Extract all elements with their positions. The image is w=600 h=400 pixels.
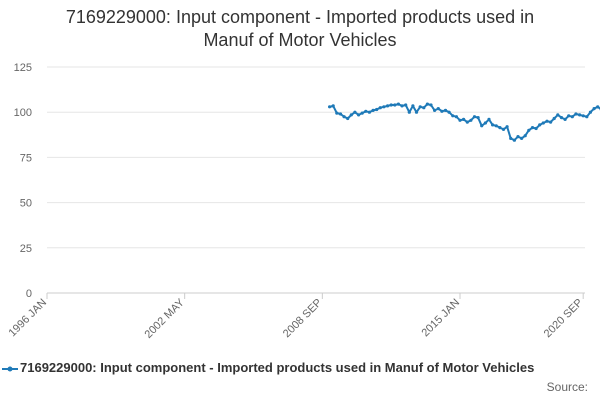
data-point — [360, 111, 364, 115]
data-point — [570, 115, 574, 119]
data-point — [509, 136, 513, 140]
data-point — [520, 136, 524, 140]
series-line — [329, 103, 600, 142]
x-tick-label: 2002 MAY — [143, 296, 188, 341]
data-point — [512, 138, 517, 142]
data-point — [472, 115, 477, 119]
data-point — [367, 110, 371, 114]
chart-title: 7169229000: Input component - Imported p… — [0, 6, 600, 52]
data-point — [447, 110, 451, 114]
x-tick-label: 1996 JAN — [6, 297, 49, 340]
source-label: Source: — [546, 380, 588, 394]
data-point — [407, 110, 411, 114]
data-point — [505, 125, 509, 129]
data-point — [585, 115, 589, 119]
data-point — [353, 110, 357, 114]
data-point — [483, 121, 487, 125]
data-point — [596, 105, 600, 109]
data-point — [400, 104, 404, 108]
legend[interactable]: 7169229000: Input component - Imported p… — [0, 359, 600, 379]
data-point — [527, 128, 531, 132]
chart-title-line-2: Manuf of Motor Vehicles — [203, 30, 397, 50]
data-point — [480, 124, 484, 128]
x-tick-label: 2008 SEP — [281, 297, 325, 341]
data-point — [476, 116, 480, 120]
data-point — [440, 109, 444, 113]
data-point — [411, 104, 415, 108]
y-tick-label: 100 — [14, 107, 32, 119]
data-point — [346, 116, 350, 121]
data-point — [545, 119, 549, 123]
data-point — [458, 118, 462, 122]
data-point — [328, 105, 332, 109]
data-point — [588, 110, 593, 114]
data-point — [549, 120, 553, 124]
data-point — [393, 103, 397, 107]
data-point — [592, 107, 596, 111]
data-point — [375, 107, 379, 112]
data-point — [429, 103, 433, 107]
data-point — [541, 121, 545, 125]
data-point — [552, 116, 556, 121]
data-point — [538, 123, 542, 127]
data-point — [498, 126, 502, 130]
data-point — [418, 105, 422, 109]
data-point — [574, 112, 578, 116]
data-point — [414, 110, 419, 114]
data-point — [425, 102, 429, 106]
data-point — [436, 107, 440, 111]
data-point — [342, 115, 346, 119]
data-point — [335, 111, 339, 115]
data-point — [451, 114, 455, 118]
data-point — [501, 127, 506, 131]
data-point — [389, 103, 393, 107]
data-point — [523, 134, 527, 138]
data-point — [581, 114, 585, 118]
legend-series-label: 7169229000: Input component - Imported p… — [20, 360, 535, 375]
data-point — [454, 115, 458, 119]
data-point — [433, 108, 437, 112]
y-tick-label: 75 — [20, 152, 32, 164]
line-chart: 0 25 50 75 100 125 1996 JAN 2002 MAY 2008 SEP 201… — [6, 62, 600, 341]
data-point — [404, 103, 408, 107]
data-point — [578, 113, 582, 117]
chart-title-line-1: 7169229000: Input component - Imported p… — [65, 7, 535, 27]
y-tick-label: 0 — [26, 288, 32, 300]
y-tick-label: 125 — [14, 62, 32, 74]
y-tick-label: 50 — [20, 198, 32, 210]
legend-series-marker — [2, 366, 18, 372]
data-point — [364, 109, 368, 113]
data-point — [530, 126, 535, 130]
data-point — [378, 106, 382, 110]
data-point — [556, 113, 560, 117]
data-point — [462, 117, 466, 121]
data-point — [386, 104, 390, 108]
data-point — [331, 104, 335, 108]
data-point — [371, 108, 375, 112]
data-point — [487, 117, 491, 121]
data-point — [563, 117, 567, 121]
data-point — [382, 105, 386, 109]
y-tick-label: 25 — [20, 243, 32, 255]
data-point — [559, 116, 564, 120]
data-point — [465, 120, 469, 124]
data-point — [396, 102, 400, 106]
data-point — [567, 114, 571, 118]
data-point — [491, 123, 495, 127]
x-tick-label: 2020 SEP — [542, 297, 586, 341]
data-point — [494, 124, 498, 128]
data-point — [516, 135, 520, 139]
data-point — [357, 113, 361, 117]
data-point — [443, 108, 448, 112]
data-point — [422, 106, 426, 110]
data-point — [349, 113, 353, 117]
data-point — [534, 126, 538, 131]
data-point — [469, 118, 473, 122]
data-point — [338, 112, 343, 116]
x-tick-label: 2015 JAN — [419, 297, 462, 340]
